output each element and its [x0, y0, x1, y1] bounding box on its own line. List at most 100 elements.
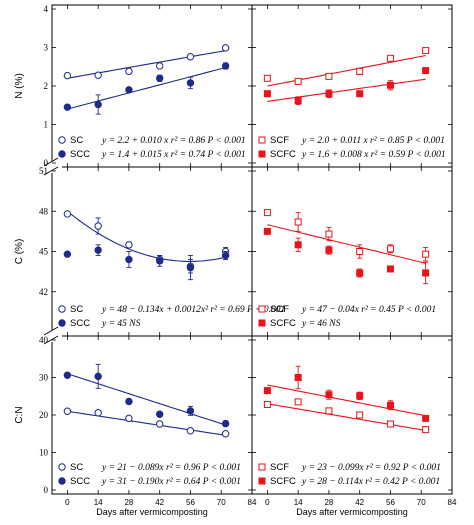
legend-series-name: SCC	[70, 318, 90, 329]
data-point	[63, 407, 72, 415]
data-point	[155, 257, 164, 265]
legend-marker	[258, 319, 266, 327]
data-point	[221, 251, 230, 260]
data-point	[155, 62, 164, 70]
x-tick-label: 0	[65, 498, 70, 507]
legend-series-name: SCC	[70, 476, 90, 487]
data-point	[386, 245, 394, 253]
data-point	[294, 97, 302, 105]
fit-line	[267, 54, 426, 87]
y-tick-label: 0	[44, 485, 49, 495]
data-point	[63, 250, 72, 258]
legend-series-name: SC	[70, 135, 83, 146]
data-point	[125, 67, 133, 76]
data-point	[155, 410, 164, 418]
x-tick-label: 0	[265, 498, 270, 507]
legend-marker	[58, 319, 66, 327]
legend-series-name: SC	[70, 304, 83, 315]
legend-series-name: SCFC	[270, 149, 296, 160]
data-point	[263, 209, 271, 217]
data-point	[386, 401, 394, 409]
legend-equation: y = 21 − 0.089x r² = 0.96 P < 0.001	[101, 463, 241, 473]
data-point	[155, 420, 164, 428]
x-axis-label: Days after vermicomposting	[296, 507, 408, 517]
legend-marker	[58, 150, 66, 158]
panel-1-1: SCF y = 47 − 0.04x r² = 0.45 P < 0.001 SCF…	[252, 167, 453, 336]
legend-marker	[58, 463, 66, 471]
data-point	[356, 269, 364, 277]
legend-series-name: SCF	[270, 462, 289, 473]
fit-line	[267, 384, 426, 417]
axis-break-mark	[43, 166, 59, 176]
legend-equation: y = 1.6 + 0.008 x r² = 0.59 P < 0.001	[301, 150, 446, 160]
fit-line	[267, 224, 426, 264]
data-point	[386, 265, 394, 273]
panel-0-1: SCF y = 2.0 + 0.011 x r² = 0.85 P < 0.001…	[252, 5, 453, 167]
data-point	[356, 392, 364, 400]
data-point	[386, 54, 394, 62]
legend-equation: y = 48 − 0.134x + 0.0012x² r² = 0.69 P <…	[101, 305, 285, 315]
data-point	[186, 263, 195, 272]
legend-marker	[58, 305, 66, 313]
data-point	[155, 74, 164, 83]
data-point	[221, 419, 230, 428]
y-axis-label: C:N	[14, 406, 25, 423]
panel-1-0: 42 45 48 51 SC y = 48 − 0.134x + 0.0012x² r² …	[39, 166, 285, 336]
y-tick-label: 51	[39, 166, 48, 176]
x-tick-label: 70	[217, 498, 226, 507]
legend-equation: y = 46 NS	[301, 319, 341, 329]
data-point	[186, 53, 195, 61]
legend-equation: y = 2.2 + 0.010 x r² = 0.86 P < 0.001	[101, 136, 246, 146]
data-point	[63, 103, 72, 111]
data-point	[263, 401, 271, 408]
x-tick-label: 28	[324, 498, 333, 507]
legend-series-name: SCF	[270, 135, 289, 146]
data-point	[325, 391, 333, 399]
fit-line	[267, 403, 426, 432]
x-tick-label: 42	[155, 498, 164, 507]
data-point	[294, 374, 302, 381]
legend-equation: y = 31 − 0.190x r² = 0.64 P < 0.001	[101, 477, 241, 487]
data-point	[422, 67, 430, 75]
y-tick-label: 45	[39, 247, 49, 257]
data-point	[356, 411, 364, 419]
legend-marker	[258, 463, 266, 471]
y-tick-label: 2	[44, 81, 49, 91]
data-point	[94, 246, 102, 254]
y-tick-label: 3	[44, 43, 49, 53]
panel-0-0: 0 1 2 3 4 SC y = 2.2 + 0.010 x r² = 0.86 P < 0…	[44, 4, 253, 168]
x-tick-label: 14	[294, 498, 303, 507]
legend-equation: y = 1.4 + 0.015 x r² = 0.74 P < 0.001	[101, 150, 246, 160]
data-point	[94, 409, 102, 417]
data-point	[294, 77, 302, 85]
x-axis-label: Days after vermicomposting	[96, 507, 208, 517]
data-point	[422, 250, 430, 258]
data-point	[325, 72, 333, 80]
data-point	[186, 407, 195, 415]
fit-line	[67, 210, 226, 262]
panel-2-1: 0 14 28 42 56 70 84 SCF y = 23 − 0.099x r² = 0.9…	[252, 336, 457, 507]
y-axis-label: N (%)	[14, 73, 25, 99]
data-point	[125, 86, 133, 94]
legend-equation: y = 47 − 0.04x r² = 0.45 P < 0.001	[301, 305, 436, 315]
legend-series-name: SCF	[270, 304, 289, 315]
x-tick-label: 56	[186, 498, 195, 507]
panel-2-0: 0 10 20 30 40 0 14 28 42 56 70 84 SC y = 21 − 0.089x …	[39, 335, 257, 507]
data-point	[125, 255, 133, 264]
data-point	[263, 227, 271, 235]
data-point	[263, 90, 271, 98]
fit-line	[67, 410, 226, 436]
fit-line	[67, 373, 226, 426]
y-tick-label: 48	[39, 206, 49, 216]
data-point	[356, 248, 364, 255]
data-point	[263, 74, 271, 82]
x-tick-label: 56	[386, 498, 395, 507]
data-point	[356, 90, 364, 98]
axis-break-mark	[43, 335, 59, 345]
legend-series-name: SCFC	[270, 318, 296, 329]
data-point	[63, 71, 72, 80]
y-tick-label: 1	[44, 120, 49, 130]
data-point	[263, 387, 271, 395]
